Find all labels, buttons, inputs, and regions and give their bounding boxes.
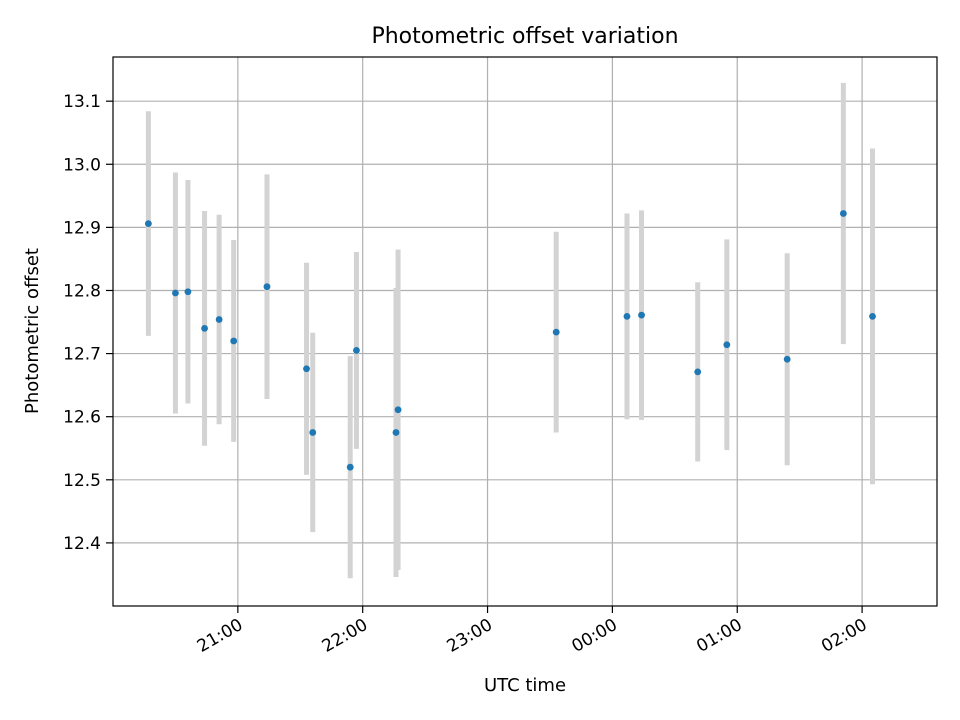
data-points — [144, 210, 876, 471]
data-point — [783, 355, 791, 363]
y-tick-label: 12.5 — [63, 471, 101, 491]
data-point — [144, 220, 152, 227]
data-point — [201, 324, 208, 332]
y-tick-label: 12.9 — [63, 218, 101, 238]
x-axis-label: UTC time — [484, 675, 566, 696]
data-point — [309, 429, 317, 436]
plot-area-frame — [112, 56, 938, 607]
data-point — [839, 210, 847, 217]
data-point — [723, 341, 731, 349]
grid-lines — [113, 57, 937, 606]
y-tick-label: 12.7 — [63, 345, 101, 365]
data-point — [392, 429, 400, 436]
data-point — [184, 288, 192, 296]
data-point — [303, 365, 310, 373]
y-tick-label: 12.8 — [63, 281, 101, 301]
y-tick-label: 13.1 — [63, 92, 101, 112]
y-tick-label: 13.0 — [63, 155, 101, 175]
data-point — [638, 311, 645, 319]
y-tick-label: 12.6 — [63, 408, 101, 428]
data-point — [694, 368, 702, 376]
data-point — [263, 283, 271, 291]
data-point — [394, 406, 402, 414]
data-point — [623, 312, 631, 320]
data-point — [346, 463, 354, 471]
y-tick-label: 12.4 — [63, 534, 101, 554]
data-point — [172, 289, 179, 297]
chart-title: Photometric offset variation — [371, 24, 678, 49]
data-point — [552, 328, 560, 336]
y-axis-ticks: 12.4 12.5 12.6 12.7 12.8 12.9 13.0 13.1 — [63, 92, 113, 554]
data-point — [215, 316, 223, 323]
data-point — [353, 347, 360, 354]
y-axis-label: Photometric offset — [22, 248, 43, 414]
data-point — [230, 337, 238, 345]
data-point — [869, 312, 876, 320]
